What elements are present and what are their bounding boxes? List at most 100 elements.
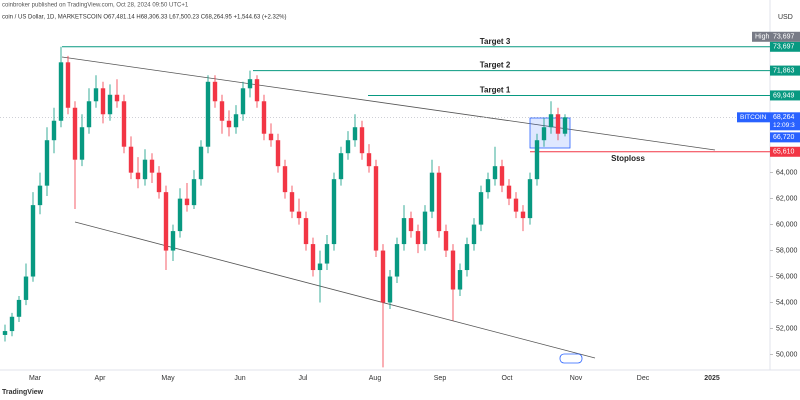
candle-body: [268, 133, 274, 141]
x-tick-label: Jul: [299, 375, 308, 382]
candle-body: [163, 192, 169, 251]
candle-body: [212, 81, 218, 102]
candle-body: [450, 250, 456, 290]
candle-body: [352, 127, 358, 141]
y-tick-label: 52,000: [776, 325, 798, 332]
candle-body: [86, 101, 92, 128]
candle-body: [464, 244, 470, 271]
event-marker: [559, 353, 583, 364]
candle-body: [506, 185, 512, 199]
candle-body: [79, 127, 85, 160]
candle-body: [30, 205, 36, 277]
candle-body: [51, 120, 57, 141]
last-label-bg: [770, 112, 800, 131]
x-tick-label: Sep: [434, 375, 447, 382]
candle-body: [541, 127, 547, 141]
level-name: Target 1: [480, 86, 511, 95]
candle-body: [443, 231, 449, 251]
candle-body: [429, 172, 435, 212]
candle-body: [275, 140, 281, 167]
candle-body: [415, 231, 421, 245]
candle-body: [65, 62, 71, 108]
candle-body: [9, 316, 15, 332]
candle-body: [72, 107, 78, 160]
y-tick-label: 54,000: [776, 299, 798, 306]
candle-body: [254, 79, 260, 102]
candle-body: [534, 140, 540, 180]
candle-body: [121, 101, 127, 147]
candle-body: [58, 62, 64, 121]
x-tick-label: 2025: [704, 375, 720, 382]
candle-body: [114, 94, 120, 102]
candle-body: [520, 211, 526, 219]
candle-body: [233, 114, 239, 128]
candle-body: [548, 114, 554, 128]
level-label-bg: [770, 41, 800, 52]
candle-body: [219, 101, 225, 121]
candle-body: [170, 231, 176, 251]
last-name-bg: [737, 112, 770, 123]
candle-body: [310, 244, 316, 271]
candle-body: [205, 81, 211, 147]
candle-body: [366, 153, 372, 167]
channel-upper: [61, 56, 716, 151]
box-label-bg: [770, 132, 800, 143]
candle-body: [338, 153, 344, 180]
box-label: 66,720: [773, 134, 795, 141]
candle-body: [492, 166, 498, 180]
symbol-info: coin / US Dollar, 1D, MARKETSCOIN O67,48…: [2, 15, 287, 21]
candle-body: [387, 276, 393, 303]
level-label: 65,610: [773, 149, 795, 156]
candle-body: [23, 276, 29, 300]
candle-body: [303, 218, 309, 245]
x-tick-label: Apr: [95, 375, 107, 382]
y-tick-label: 60,000: [776, 221, 798, 228]
candle-body: [156, 172, 162, 193]
candle-body: [37, 185, 43, 206]
level-label-bg: [770, 65, 800, 76]
candle-body: [226, 120, 232, 128]
candle-body: [128, 146, 134, 173]
candle-body: [513, 198, 519, 212]
high-label-bg: [752, 31, 800, 42]
level-label-bg: [770, 90, 800, 101]
currency: USD: [778, 14, 793, 21]
level-name: Target 2: [480, 61, 511, 70]
level-label: 69,949: [773, 92, 795, 99]
candle-body: [562, 117, 568, 134]
candle-body: [135, 172, 141, 180]
x-tick-label: Nov: [570, 375, 583, 382]
last-label: 68,264: [773, 114, 795, 121]
candle-body: [177, 198, 183, 232]
x-tick-label: Oct: [502, 375, 513, 382]
y-tick-label: 58,000: [776, 247, 798, 254]
candle-body: [359, 127, 365, 154]
candle-body: [345, 140, 351, 154]
x-tick-label: Aug: [369, 375, 382, 382]
x-tick-label: May: [161, 375, 175, 382]
channel-lower: [74, 221, 596, 359]
candle-body: [380, 250, 386, 303]
high-name: High: [755, 34, 770, 41]
candle-body: [240, 88, 246, 115]
candle-body: [44, 140, 50, 186]
candle-body: [499, 166, 505, 186]
candle-body: [485, 179, 491, 193]
candle-body: [373, 166, 379, 251]
candle-body: [142, 159, 148, 180]
candle-body: [457, 270, 463, 290]
level-name: Target 3: [480, 37, 511, 46]
level-label: 71,863: [773, 67, 795, 74]
candle-body: [471, 224, 477, 245]
candle-body: [394, 244, 400, 277]
candle-body: [282, 166, 288, 193]
candle-body: [107, 94, 113, 115]
candle-body: [555, 114, 561, 134]
y-tick-label: 62,000: [776, 195, 798, 202]
watermark: TradingView: [2, 389, 44, 396]
candle-body: [261, 101, 267, 134]
candle-body: [149, 159, 155, 173]
countdown: 12:09:3: [773, 122, 795, 129]
